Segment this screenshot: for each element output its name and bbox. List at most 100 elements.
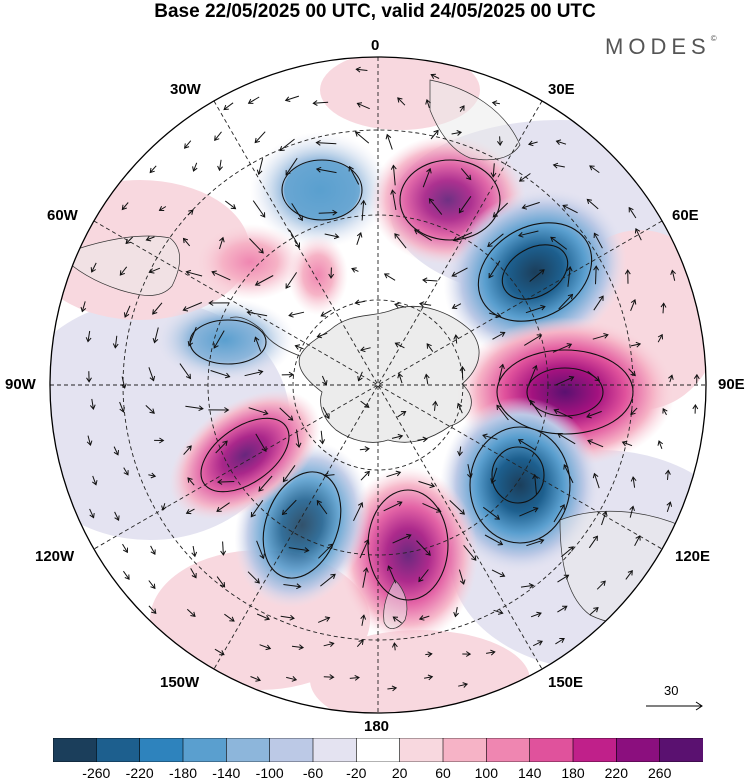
wind-vector: [286, 676, 297, 681]
wind-vector: [429, 198, 443, 215]
wind-vector: [187, 209, 194, 216]
wind-vector-head: [158, 205, 165, 211]
wind-vector-head: [217, 478, 223, 485]
wind-vector: [387, 565, 397, 584]
wind-vector-head: [152, 337, 159, 344]
wind-vector-head: [491, 100, 498, 107]
wind-vector-head: [432, 400, 439, 407]
wind-vector: [150, 545, 156, 555]
wind-vector-head: [488, 272, 494, 279]
wind-vector-head: [665, 469, 671, 475]
wind-vector: [557, 433, 576, 445]
colorbar-tick-label: -220: [125, 765, 154, 781]
wind-vector: [601, 511, 607, 526]
wind-vector: [318, 212, 337, 214]
wind-vector-head: [250, 511, 256, 518]
wind-vector-head: [185, 269, 192, 276]
wind-vector: [119, 266, 128, 276]
wind-vector: [534, 474, 537, 495]
wind-vector-head: [298, 644, 305, 651]
wind-vector-head: [397, 501, 403, 507]
wind-vector-head: [430, 73, 436, 79]
wind-vector-head: [467, 473, 473, 479]
wind-vector-head: [315, 139, 321, 146]
wind-vector-head: [198, 405, 204, 412]
lon-label-60w: 60W: [47, 207, 78, 224]
wind-vector: [288, 547, 309, 552]
wind-vector-head: [258, 486, 264, 492]
wind-vector: [322, 407, 330, 419]
wind-vector-head: [427, 674, 434, 681]
wind-vector-head: [80, 306, 87, 313]
wind-vector-head: [496, 404, 502, 411]
wind-vector-head: [315, 166, 322, 173]
wind-vector-head: [495, 312, 502, 319]
wind-vector-head: [592, 472, 599, 479]
wind-vector-head: [563, 574, 570, 580]
wind-vector-head: [471, 555, 477, 561]
wind-vector: [555, 376, 574, 386]
wind-vector: [355, 131, 370, 144]
wind-vector: [360, 347, 371, 351]
wind-vector: [519, 173, 531, 182]
wind-vector-head: [358, 639, 364, 645]
wind-vector-head: [182, 237, 189, 244]
wind-vector-head: [322, 380, 328, 386]
wind-vector: [288, 229, 300, 248]
wind-vector: [148, 605, 157, 614]
lon-label-90e: 90E: [718, 376, 745, 393]
wind-vector: [282, 465, 296, 482]
wind-vector: [467, 464, 472, 478]
wind-vector-head: [214, 135, 220, 142]
wind-vector: [418, 569, 429, 582]
wind-vector-head: [451, 271, 457, 277]
wind-vector-head: [693, 373, 700, 380]
wind-vector: [320, 573, 336, 587]
wind-vector-head: [428, 198, 434, 204]
wind-vector-head: [566, 266, 573, 272]
wind-vector: [554, 409, 573, 419]
wind-vector: [224, 200, 236, 210]
wind-vector: [393, 616, 402, 624]
wind-vector: [219, 159, 222, 171]
wind-vector-head: [592, 535, 598, 541]
wind-vector: [628, 368, 636, 376]
wind-vector-head: [457, 450, 463, 457]
wind-vector-head: [145, 235, 152, 242]
wind-vector-head: [191, 572, 197, 579]
wind-vector-head: [149, 408, 155, 414]
wind-vector-head: [456, 130, 463, 136]
wind-vector: [351, 268, 359, 272]
wind-vector-head: [319, 439, 326, 445]
wind-vector: [244, 371, 263, 377]
wind-vector: [518, 439, 536, 451]
lon-label-30e: 30E: [548, 81, 575, 98]
wind-vector-head: [459, 105, 465, 111]
wind-vector: [452, 303, 462, 309]
wind-vector-head: [123, 470, 129, 476]
wind-vector: [393, 643, 396, 651]
wind-vector-head: [635, 535, 641, 541]
wind-vector-head: [316, 499, 322, 506]
wind-vector-head: [462, 682, 469, 688]
wind-vector-head: [86, 440, 93, 447]
wind-vector: [630, 299, 636, 311]
wind-vector-head: [497, 609, 504, 615]
wind-vector-head: [529, 399, 536, 406]
wind-vector-head: [304, 547, 310, 553]
wind-vector-head: [517, 439, 524, 445]
wind-vector: [561, 546, 574, 558]
wind-vector: [357, 102, 370, 110]
wind-vector-head: [265, 644, 272, 651]
wind-vector-head: [119, 270, 125, 276]
wind-vector-head: [288, 311, 294, 318]
wind-vector-head: [323, 472, 329, 479]
wind-vector-head: [391, 685, 398, 692]
wind-vector-head: [254, 137, 260, 144]
wind-vector-head: [496, 140, 503, 147]
wind-vector: [214, 131, 222, 141]
wind-vector-head: [219, 650, 225, 656]
wind-vector: [557, 605, 568, 613]
wind-vector-head: [603, 333, 609, 339]
wind-vector: [459, 105, 465, 112]
